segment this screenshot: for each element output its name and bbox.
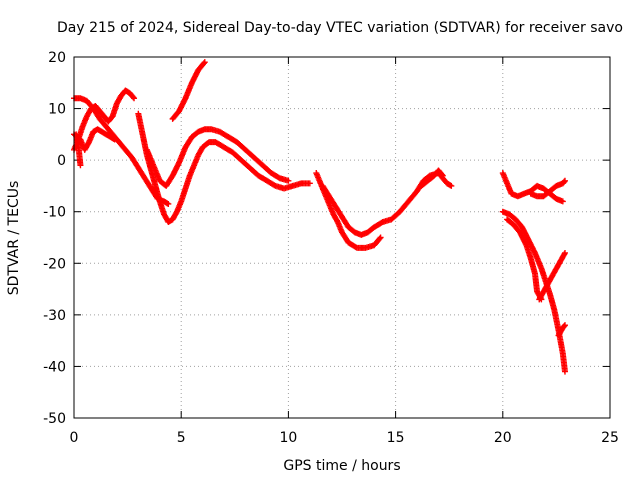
data-point-marker — [376, 235, 383, 242]
data-point-marker — [448, 182, 455, 189]
x-tick-label: 15 — [387, 430, 405, 446]
series-track-13 — [504, 216, 545, 303]
data-point-marker — [561, 322, 568, 329]
data-point-marker — [200, 60, 207, 67]
data-point-marker — [561, 368, 568, 375]
plot-frame — [73, 56, 611, 419]
series-track-15 — [527, 177, 568, 200]
y-axis-title: SDTVAR / TECUs — [6, 181, 22, 296]
data-point-marker — [438, 171, 445, 178]
series-track-2 — [71, 126, 118, 153]
data-point-marker — [77, 162, 84, 169]
y-tick-label: -40 — [43, 359, 66, 375]
y-tick-label: -20 — [43, 256, 66, 272]
series-track-6 — [143, 126, 292, 189]
series-track-4 — [73, 131, 84, 169]
y-tick-label: -10 — [43, 205, 66, 221]
data-point-marker — [561, 177, 568, 184]
data-point-marker — [130, 94, 137, 101]
x-tick-label: 0 — [70, 430, 79, 446]
x-tick-label: 20 — [494, 430, 512, 446]
data-point-marker — [111, 136, 118, 143]
data-point-marker — [306, 180, 313, 187]
data-point-marker — [165, 200, 172, 207]
series-track-10 — [418, 167, 446, 189]
data-point-marker — [201, 59, 208, 66]
x-tick-label: 5 — [177, 430, 186, 446]
data-point-marker — [131, 95, 138, 102]
series-track-7 — [169, 59, 208, 122]
data-marks — [71, 59, 568, 375]
y-tick-label: 10 — [48, 102, 66, 118]
data-point-marker — [439, 172, 446, 179]
series-track-16 — [555, 322, 568, 339]
data-point-marker — [561, 251, 568, 258]
data-point-marker — [559, 198, 566, 205]
data-point-marker — [561, 323, 568, 330]
y-tick-label: 0 — [57, 153, 66, 169]
y-tick-label: -30 — [43, 308, 66, 324]
series-track-14 — [536, 249, 568, 303]
data-point-marker — [561, 249, 568, 256]
data-point-marker — [561, 178, 568, 185]
chart-title: Day 215 of 2024, Sidereal Day-to-day VTE… — [57, 20, 623, 36]
grid-lines — [74, 57, 610, 418]
data-point-marker — [285, 177, 292, 184]
y-tick-label: 20 — [48, 50, 66, 66]
y-tick-label: -50 — [43, 411, 66, 427]
x-tick-label: 25 — [601, 430, 619, 446]
x-axis-title: GPS time / hours — [283, 458, 400, 474]
x-tick-label: 10 — [279, 430, 297, 446]
data-point-marker — [377, 234, 384, 241]
